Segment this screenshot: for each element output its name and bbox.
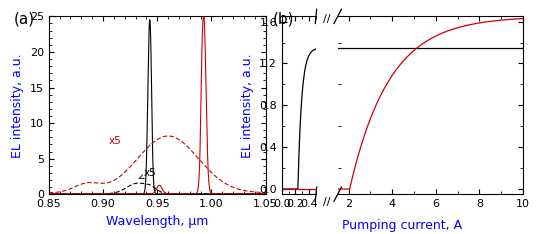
Text: x5: x5	[108, 136, 121, 146]
Text: //: //	[323, 197, 331, 207]
X-axis label: Wavelength, μm: Wavelength, μm	[106, 215, 208, 228]
Y-axis label: EL intensity, a.u.: EL intensity, a.u.	[241, 53, 254, 158]
Text: Pumping current, A: Pumping current, A	[343, 219, 462, 232]
Text: (a): (a)	[14, 11, 35, 26]
Y-axis label: EL intensity, a.u.: EL intensity, a.u.	[11, 53, 24, 158]
Text: (b): (b)	[272, 11, 294, 26]
Text: //: //	[323, 14, 331, 24]
Text: x5: x5	[139, 168, 157, 179]
